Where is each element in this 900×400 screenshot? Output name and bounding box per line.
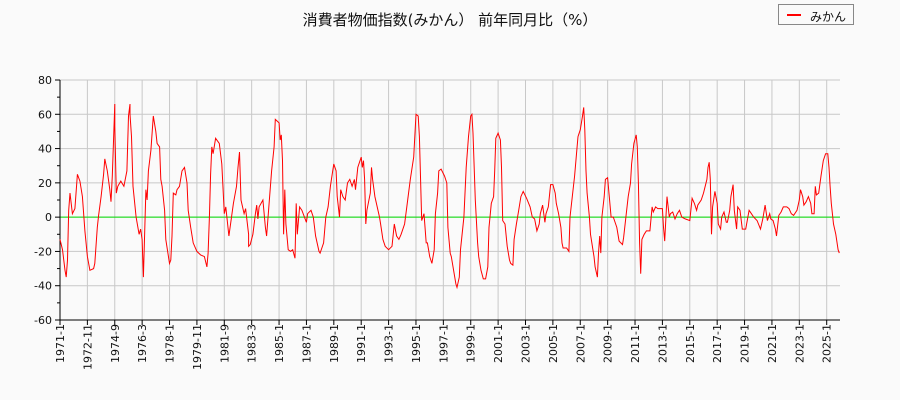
- x-tick-label: 1995-1: [410, 324, 423, 363]
- x-tick-label: 2009-1: [602, 324, 615, 363]
- x-tick-label: 1978-1: [164, 324, 177, 363]
- x-tick-label: 1974-9: [109, 324, 122, 363]
- x-tick-label: 1997-1: [437, 324, 450, 363]
- x-tick-label: 1999-1: [465, 324, 478, 363]
- x-tick-label: 1989-1: [328, 324, 341, 363]
- x-tick-label: 2001-1: [492, 324, 505, 363]
- x-tick-label: 1983-3: [246, 324, 259, 363]
- x-tick-label: 1972-11: [81, 324, 94, 370]
- legend-label: みかん: [810, 10, 847, 24]
- x-tick-label: 1979-11: [191, 324, 204, 370]
- x-tick-label: 2005-1: [547, 324, 560, 363]
- y-tick-label: -20: [34, 245, 52, 258]
- legend: みかん: [778, 4, 854, 25]
- x-tick-label: 2013-1: [656, 324, 669, 363]
- x-tick-label: 1976-3: [136, 324, 149, 363]
- series-line: [59, 103, 840, 290]
- legend-swatch: [787, 14, 801, 16]
- x-tick-label: 2021-1: [766, 324, 779, 363]
- x-tick-label: 2023-1: [793, 324, 806, 363]
- y-tick-label: 60: [38, 108, 52, 121]
- x-tick-label: 2017-1: [711, 324, 724, 363]
- x-tick-label: 1993-1: [383, 324, 396, 363]
- chart-title: 消費者物価指数(みかん） 前年同月比（%）: [302, 11, 598, 29]
- x-tick-label: 1985-1: [273, 324, 286, 363]
- x-tick-label: 1971-1: [54, 324, 67, 363]
- x-tick-label: 2019-1: [739, 324, 752, 363]
- y-tick-label: 80: [38, 74, 52, 87]
- x-tick-label: 2015-1: [684, 324, 697, 363]
- x-tick-label: 2025-1: [821, 324, 834, 363]
- y-tick-label: 0: [45, 211, 52, 224]
- x-tick-label: 1991-1: [355, 324, 368, 363]
- x-tick-label: 2003-1: [519, 324, 532, 363]
- y-tick-label: -40: [34, 280, 52, 293]
- x-tick-label: 2011-1: [629, 324, 642, 363]
- y-tick-label: 40: [38, 143, 52, 156]
- x-tick-label: 1981-9: [218, 324, 231, 363]
- x-tick-label: 2007-1: [574, 324, 587, 363]
- y-tick-label: -60: [34, 314, 52, 327]
- x-tick-label: 1987-1: [300, 324, 313, 363]
- y-tick-label: 20: [38, 177, 52, 190]
